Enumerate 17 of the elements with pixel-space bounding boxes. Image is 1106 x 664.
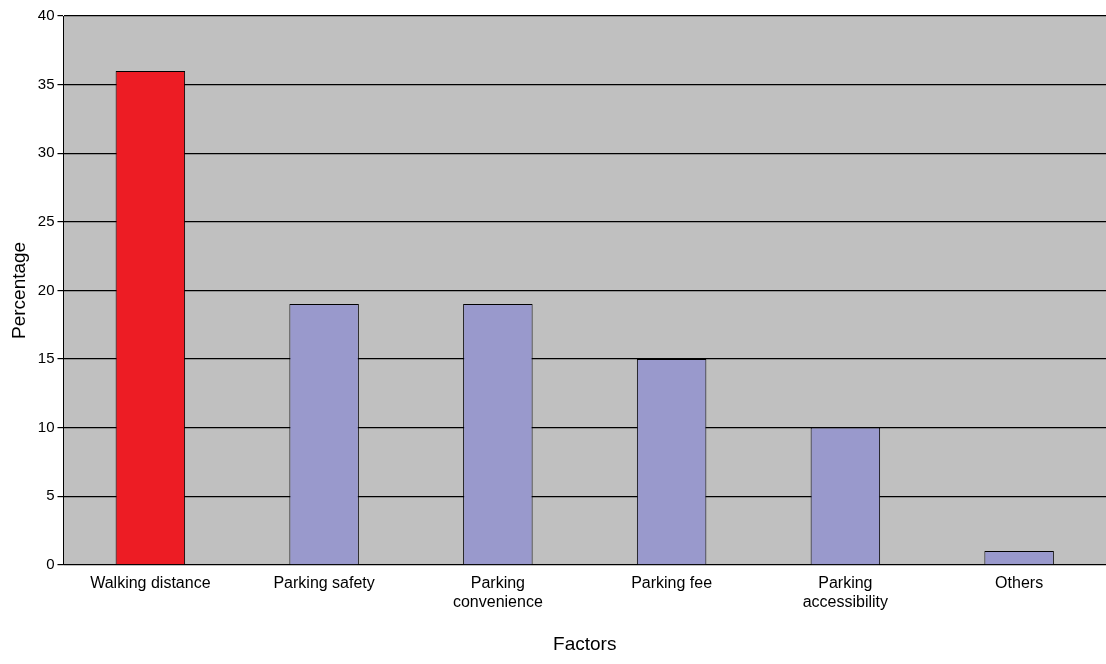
y-tick-label: 40 [37,6,55,24]
y-tick-label: 0 [46,554,55,572]
x-tick-label: Parking safety [273,573,375,591]
y-tick-label: 35 [37,74,55,92]
y-axis-title: Percentage [7,241,29,339]
x-tick-label: Parking fee [631,573,713,591]
y-tick-label: 10 [37,417,55,435]
y-tick-label: 5 [46,486,55,504]
x-tick-label: Others [995,573,1044,591]
x-tick-label: Parking convenience [452,573,543,611]
x-tick-label: Parking accessibility [802,573,889,611]
y-tick-label: 15 [37,349,55,367]
y-tick-label: 20 [37,280,55,298]
y-tick-label: 25 [37,211,55,229]
x-tick-label: Walking distance [90,573,211,591]
x-axis-title: Factors [553,632,617,654]
y-tick-label: 30 [37,143,55,161]
